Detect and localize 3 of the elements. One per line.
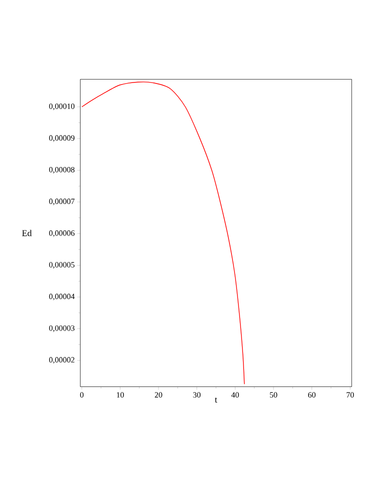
y-axis-title: Ed bbox=[22, 230, 32, 236]
line-series bbox=[81, 82, 245, 385]
x-axis-title: t bbox=[214, 397, 218, 403]
